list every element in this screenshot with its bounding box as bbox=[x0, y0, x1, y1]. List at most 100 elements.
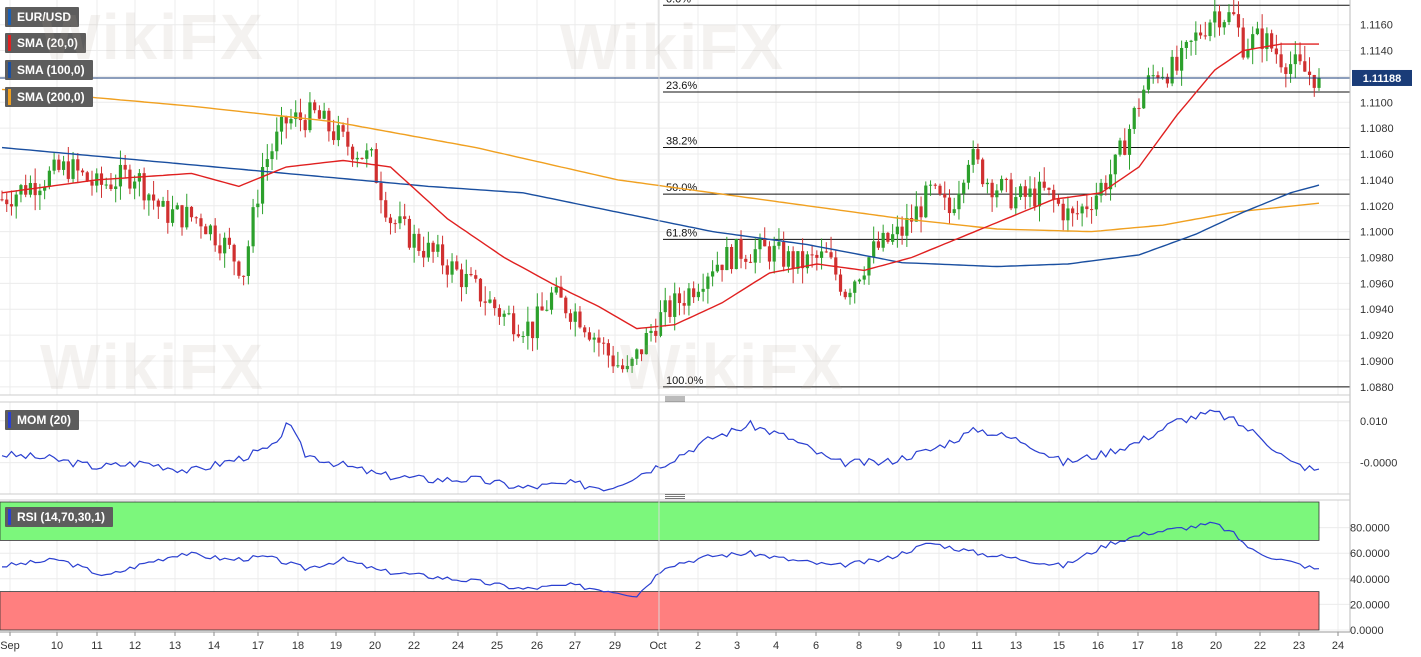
candle-body bbox=[734, 238, 738, 270]
x-tick-label: 20 bbox=[1210, 640, 1222, 652]
rsi-y-tick-label: 0.0000 bbox=[1350, 625, 1384, 637]
candle-body bbox=[388, 217, 393, 224]
candle-body bbox=[1047, 187, 1051, 190]
candle-body bbox=[701, 288, 705, 292]
candle-body bbox=[199, 218, 203, 227]
candle-body bbox=[1085, 206, 1089, 210]
watermark-4: WikiFX bbox=[620, 331, 845, 403]
candle-body bbox=[1156, 75, 1160, 78]
candle-body bbox=[592, 337, 596, 340]
candle-body bbox=[914, 206, 918, 222]
legend-rsi[interactable]: RSI (14,70,30,1) bbox=[5, 507, 114, 527]
candle-body bbox=[545, 309, 549, 311]
candle-body bbox=[147, 194, 151, 201]
candle-body bbox=[407, 218, 412, 248]
oscillators bbox=[1, 409, 1320, 598]
candle-body bbox=[981, 159, 985, 185]
candle-body bbox=[223, 237, 227, 254]
candle-body bbox=[436, 244, 440, 252]
x-tick-label: 4 bbox=[773, 640, 779, 652]
candle-body bbox=[284, 116, 288, 124]
candle-body bbox=[1090, 209, 1094, 211]
candle-body bbox=[881, 232, 885, 248]
legend-sma20[interactable]: SMA (20,0) bbox=[5, 33, 86, 53]
candle-body bbox=[66, 161, 70, 179]
candle-body bbox=[502, 313, 506, 317]
candle-body bbox=[1303, 61, 1307, 72]
x-tick-label: 17 bbox=[252, 640, 264, 652]
candle-body bbox=[673, 293, 677, 317]
candle-body bbox=[872, 241, 876, 258]
watermark-1: WikiFX bbox=[40, 1, 265, 73]
candle-body bbox=[1104, 182, 1108, 190]
x-tick-label: 26 bbox=[531, 640, 543, 652]
x-tick-label: 13 bbox=[1010, 640, 1022, 652]
candle-body bbox=[488, 299, 492, 303]
candle-body bbox=[819, 251, 824, 258]
candle-body bbox=[644, 333, 648, 355]
candle-body bbox=[279, 116, 284, 132]
candle-body bbox=[1222, 22, 1226, 28]
candle-body bbox=[336, 125, 340, 141]
candle-body bbox=[493, 299, 497, 309]
x-tick-label: 22 bbox=[1254, 640, 1266, 652]
candle-body bbox=[142, 173, 146, 201]
candle-body bbox=[61, 161, 66, 170]
fib-label: 100.0% bbox=[666, 375, 704, 387]
legend-mom[interactable]: MOM (20) bbox=[5, 410, 79, 430]
candle-body bbox=[867, 257, 871, 276]
candle-body bbox=[194, 217, 198, 219]
candle-body bbox=[758, 238, 762, 250]
legend-sma200[interactable]: SMA (200,0) bbox=[5, 87, 93, 107]
x-tick-label: 25 bbox=[491, 640, 503, 652]
sma200-line bbox=[1, 88, 1320, 233]
moving-averages bbox=[0, 43, 1350, 330]
candle-body bbox=[1251, 34, 1255, 50]
candle-body bbox=[1037, 181, 1042, 207]
candle-body bbox=[0, 199, 4, 201]
candle-body bbox=[232, 244, 236, 262]
candle-body bbox=[346, 131, 350, 147]
candle-body bbox=[597, 337, 601, 343]
y-tick-label: 1.1100 bbox=[1360, 97, 1393, 109]
candle-body bbox=[1137, 107, 1141, 109]
candle-body bbox=[1293, 54, 1297, 65]
legend-sma100[interactable]: SMA (100,0) bbox=[5, 60, 93, 80]
legend-symbol[interactable]: EUR/USD bbox=[5, 7, 80, 27]
candle-body bbox=[1042, 181, 1046, 188]
candle-body bbox=[393, 223, 397, 225]
candle-body bbox=[1146, 75, 1151, 90]
candle-body bbox=[322, 110, 326, 119]
candle-body bbox=[85, 172, 89, 182]
candle-body bbox=[227, 237, 231, 245]
candle-body bbox=[450, 261, 454, 275]
candle-body bbox=[549, 292, 554, 310]
candle-body bbox=[729, 247, 734, 270]
candle-body bbox=[725, 247, 729, 271]
candle-body bbox=[294, 112, 298, 120]
mom-y-tick-label: -0.0000 bbox=[1360, 458, 1397, 470]
candle-body bbox=[237, 261, 241, 276]
x-tick-label: Sep bbox=[0, 640, 20, 652]
candle-body bbox=[355, 157, 359, 160]
candle-body bbox=[374, 149, 378, 183]
y-tick-label: 1.0940 bbox=[1360, 304, 1394, 316]
candle-body bbox=[706, 276, 710, 289]
candle-body bbox=[1194, 32, 1198, 41]
candle-body bbox=[185, 206, 189, 228]
candle-body bbox=[1317, 77, 1321, 88]
candle-body bbox=[114, 186, 118, 190]
candle-body bbox=[431, 242, 435, 252]
candle-body bbox=[1260, 28, 1264, 49]
candle-body bbox=[891, 234, 895, 242]
candle-body bbox=[777, 242, 781, 246]
candle-body bbox=[876, 241, 881, 248]
candle-body bbox=[289, 119, 293, 124]
y-tick-label: 1.1080 bbox=[1360, 123, 1394, 135]
x-tick-label: 24 bbox=[1332, 640, 1344, 652]
x-tick-label: 17 bbox=[1132, 640, 1144, 652]
candle-body bbox=[583, 327, 587, 333]
price-tag-label: 1.11188 bbox=[1363, 73, 1402, 85]
candle-body bbox=[905, 217, 909, 236]
candle-body bbox=[403, 216, 407, 219]
